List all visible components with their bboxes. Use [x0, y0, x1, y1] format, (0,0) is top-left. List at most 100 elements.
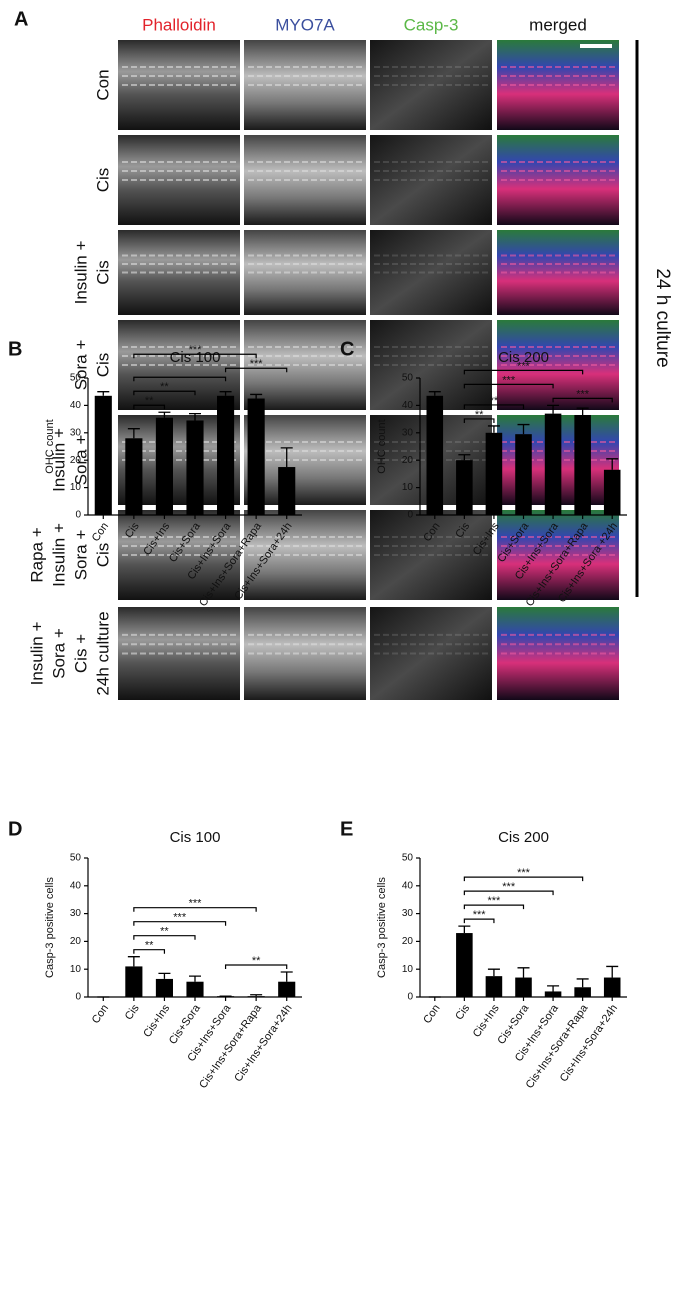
y-tick-label: 50: [70, 373, 82, 384]
significance-bracket: [463, 890, 554, 896]
error-bar: [250, 393, 263, 399]
micrograph: [370, 230, 492, 315]
significance-bracket: [463, 369, 584, 375]
y-tick-label: 10: [402, 964, 414, 975]
y-tick-label: 10: [70, 964, 82, 975]
row-label: Cis: [93, 543, 112, 568]
error-bar: [547, 985, 560, 992]
y-tick-label: 10: [70, 482, 82, 493]
y-tick-label: 40: [402, 400, 414, 411]
significance-bracket: [224, 964, 288, 969]
error-bar: [189, 975, 201, 982]
x-tick-label: Cis: [453, 1002, 472, 1022]
panel-label: A: [14, 8, 28, 30]
column-header: merged: [529, 15, 587, 34]
y-axis-label: Casp-3 positive cells: [44, 877, 56, 978]
micrograph: [370, 510, 492, 600]
error-bar: [127, 956, 140, 967]
error-bar: [97, 391, 110, 396]
error-bar: [428, 391, 441, 396]
bar: [603, 977, 621, 997]
y-tick-label: 30: [402, 908, 414, 919]
row-label: Con: [93, 69, 112, 100]
bar: [186, 981, 204, 997]
significance-bracket: [463, 876, 584, 882]
y-tick-label: 20: [70, 455, 82, 466]
y-tick-label: 20: [70, 936, 82, 947]
significance-label: **: [252, 955, 261, 967]
y-tick-label: 10: [402, 482, 414, 493]
bar: [603, 469, 621, 515]
error-bar: [547, 404, 560, 414]
panel-label: B: [8, 338, 22, 360]
significance-label: ***: [502, 374, 516, 386]
significance-bracket: [463, 918, 495, 924]
chart-title: Cis 100: [170, 829, 221, 846]
error-bar: [517, 423, 530, 435]
significance-bracket: [552, 397, 613, 403]
error-bar: [127, 428, 140, 439]
significance-label: ***: [576, 388, 590, 400]
bar: [278, 981, 296, 997]
error-bar: [606, 458, 619, 470]
significance-bracket: [463, 904, 525, 910]
y-tick-label: 30: [70, 908, 82, 919]
bar: [426, 395, 444, 515]
bar: [125, 438, 143, 515]
row-label: 24h culture: [93, 611, 112, 695]
significance-label: ***: [250, 358, 264, 370]
error-bar: [487, 425, 500, 433]
bar: [544, 413, 562, 515]
y-tick-label: 0: [75, 510, 81, 521]
micrograph: [370, 607, 492, 700]
y-tick-label: 40: [402, 880, 414, 891]
y-tick-label: 50: [402, 853, 414, 864]
significance-bracket: [463, 418, 495, 423]
y-axis-label: OHC count: [376, 419, 388, 473]
significance-bracket: [224, 367, 288, 373]
error-bar: [219, 391, 232, 396]
x-tick-label: Cis+Ins: [141, 1002, 172, 1040]
significance-label: ***: [189, 344, 203, 356]
bar: [456, 933, 473, 997]
chart-title: Cis 200: [498, 349, 549, 366]
y-tick-label: 0: [75, 992, 81, 1003]
significance-bracket: [133, 907, 257, 912]
bar: [217, 395, 235, 515]
x-tick-label: Cis: [123, 1002, 142, 1022]
micrograph: [370, 40, 492, 130]
panel-label: E: [340, 818, 353, 840]
error-bar: [458, 454, 471, 461]
error-bar: [576, 978, 589, 988]
error-bar: [158, 411, 171, 418]
y-tick-label: 30: [70, 427, 82, 438]
bar: [485, 432, 503, 515]
micrograph: [370, 320, 492, 410]
significance-label: **: [145, 395, 154, 407]
y-axis-label: OHC count: [44, 419, 56, 473]
significance-bracket: [133, 404, 166, 410]
bar: [485, 976, 503, 997]
panel-label: C: [340, 338, 354, 360]
row-label: Insulin +: [71, 241, 90, 305]
y-tick-label: 50: [402, 373, 414, 384]
significance-label: **: [490, 395, 499, 407]
x-tick-label: Cis+Ins: [471, 1002, 502, 1040]
side-label: 24 h culture: [652, 268, 673, 367]
significance-bracket: [133, 376, 227, 382]
y-tick-label: 30: [402, 427, 414, 438]
panel-label: D: [8, 818, 22, 840]
bar: [94, 395, 112, 515]
row-label: Insulin +: [27, 622, 46, 686]
significance-label: ***: [502, 881, 516, 893]
bar: [247, 398, 265, 515]
micrograph: [370, 135, 492, 225]
row-label: Cis: [93, 260, 112, 285]
y-tick-label: 0: [407, 992, 413, 1003]
significance-label: **: [160, 381, 169, 393]
error-bar: [487, 968, 500, 977]
significance-label: ***: [173, 912, 187, 924]
error-bar: [250, 994, 263, 997]
row-label: Sora +: [71, 435, 90, 486]
